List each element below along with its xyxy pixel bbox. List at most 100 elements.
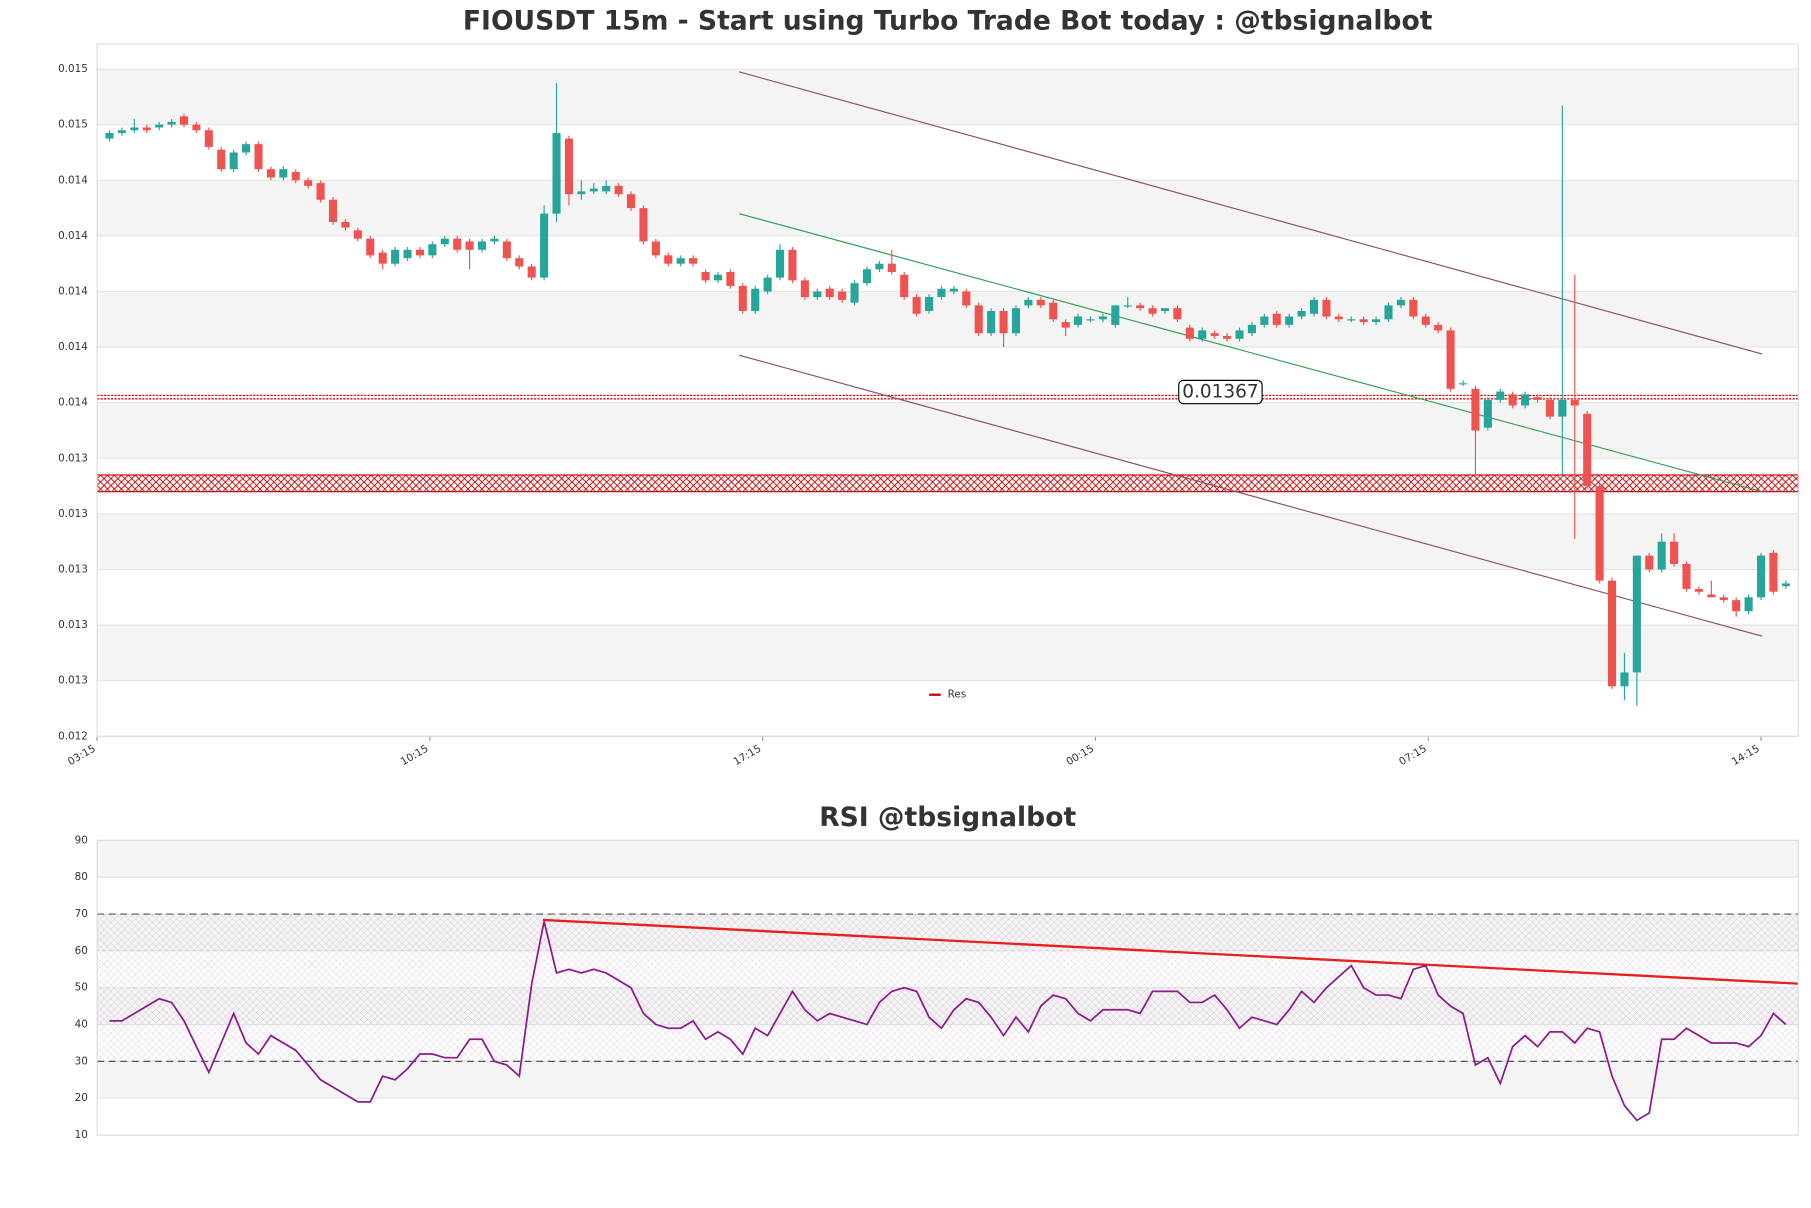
y-tick-label: 0.013 — [58, 619, 88, 631]
candle-body — [105, 133, 114, 139]
candle-body — [1545, 399, 1554, 417]
candle-body — [962, 291, 971, 306]
y-tick-label: 0.014 — [58, 341, 88, 353]
candle-body — [328, 199, 338, 222]
band — [97, 513, 1799, 570]
candle-body — [1024, 299, 1033, 306]
candle-body — [689, 258, 698, 264]
candle-body — [577, 191, 586, 195]
candle-body — [1285, 316, 1294, 325]
candle-body — [465, 241, 474, 250]
candle-body — [1347, 319, 1356, 321]
candle-body — [713, 274, 723, 281]
candle-body — [217, 149, 226, 170]
band — [97, 291, 1799, 348]
candle-body — [1297, 310, 1306, 317]
candle-body — [639, 208, 648, 242]
level-label-box — [1178, 379, 1263, 405]
y-tick-label: 0.014 — [58, 397, 88, 409]
candle-body — [1409, 299, 1418, 317]
candle-body — [1732, 600, 1741, 612]
candle-body — [341, 221, 350, 228]
candle-body — [1421, 316, 1430, 325]
candle-body — [1620, 672, 1629, 687]
y-tick-label: 30 — [75, 1055, 88, 1067]
candle-body — [825, 288, 834, 298]
candle-body — [1769, 552, 1778, 592]
band — [97, 69, 1799, 125]
candle-body — [1583, 413, 1592, 487]
candle-body — [1086, 319, 1095, 321]
candle-body — [378, 252, 387, 264]
candle-body — [1123, 305, 1132, 307]
y-tick-label: 0.014 — [58, 230, 88, 242]
candle-body — [167, 121, 176, 125]
y-tick-label: 80 — [75, 871, 88, 883]
candle-body — [515, 258, 524, 267]
candle-body — [428, 244, 437, 256]
y-tick-label: 0.014 — [58, 285, 88, 297]
candle-body — [751, 288, 760, 311]
candle-body — [1744, 597, 1753, 612]
candle-body — [304, 180, 313, 186]
plot-area — [97, 44, 1799, 737]
y-tick-label: 0.013 — [58, 452, 88, 464]
candle-body — [813, 291, 822, 298]
y-tick-label: 90 — [75, 834, 88, 846]
candle-body — [1334, 316, 1343, 320]
candle-body — [366, 238, 375, 256]
candle-body — [403, 249, 412, 259]
candle-body — [1570, 399, 1579, 406]
candle-body — [999, 310, 1008, 334]
candle-body — [1483, 399, 1492, 428]
chart-title: FIOUSDT 15m - Start using Turbo Trade Bo… — [463, 6, 1433, 37]
candle-body — [1446, 330, 1455, 389]
candle-body — [1061, 322, 1070, 328]
candle-body — [1384, 305, 1393, 320]
candle-body — [1136, 305, 1145, 309]
candle-body — [763, 277, 772, 292]
candle-body — [1632, 555, 1641, 673]
axes-frame — [96, 839, 1799, 1136]
candle-body — [117, 130, 126, 134]
candle-body — [875, 263, 884, 270]
y-tick-label: 70 — [75, 908, 88, 920]
candle-body — [1496, 391, 1505, 400]
trend-line — [738, 354, 1763, 637]
candle-body — [1372, 319, 1381, 323]
candle-body — [502, 241, 511, 259]
candle-body — [1309, 299, 1319, 314]
level-label: 0.01367 — [1182, 382, 1258, 403]
candle-body — [1049, 302, 1058, 320]
x-tick-label: 00:15 — [1064, 743, 1096, 768]
candle-body — [602, 185, 611, 192]
candle-body — [676, 258, 685, 264]
y-tick-label: 0.012 — [58, 730, 88, 742]
candle-body — [130, 127, 139, 131]
candle-body — [540, 213, 549, 278]
candle-body — [1781, 583, 1790, 587]
band — [97, 180, 1799, 236]
band — [97, 625, 1799, 681]
candle-body — [1670, 541, 1679, 564]
y-tick-label: 0.013 — [58, 508, 88, 520]
candle-body — [204, 130, 213, 147]
candle-body — [1111, 305, 1120, 325]
candle-body — [1223, 335, 1232, 339]
candle-body — [291, 171, 300, 181]
candle-body — [800, 280, 809, 298]
candle-body — [179, 116, 189, 125]
candle-body — [353, 230, 362, 239]
candle-body — [949, 288, 958, 292]
candle-body — [1434, 324, 1443, 331]
zone — [96, 474, 1799, 493]
candle-body — [1198, 330, 1207, 339]
x-tick-label: 14:15 — [1730, 743, 1762, 768]
candle-body — [1074, 316, 1083, 325]
candle-body — [912, 297, 921, 314]
band — [97, 840, 1799, 878]
candle-body — [1272, 313, 1281, 325]
candle-body — [788, 249, 797, 281]
candle-body — [1359, 319, 1368, 323]
trend-line — [542, 918, 1799, 985]
